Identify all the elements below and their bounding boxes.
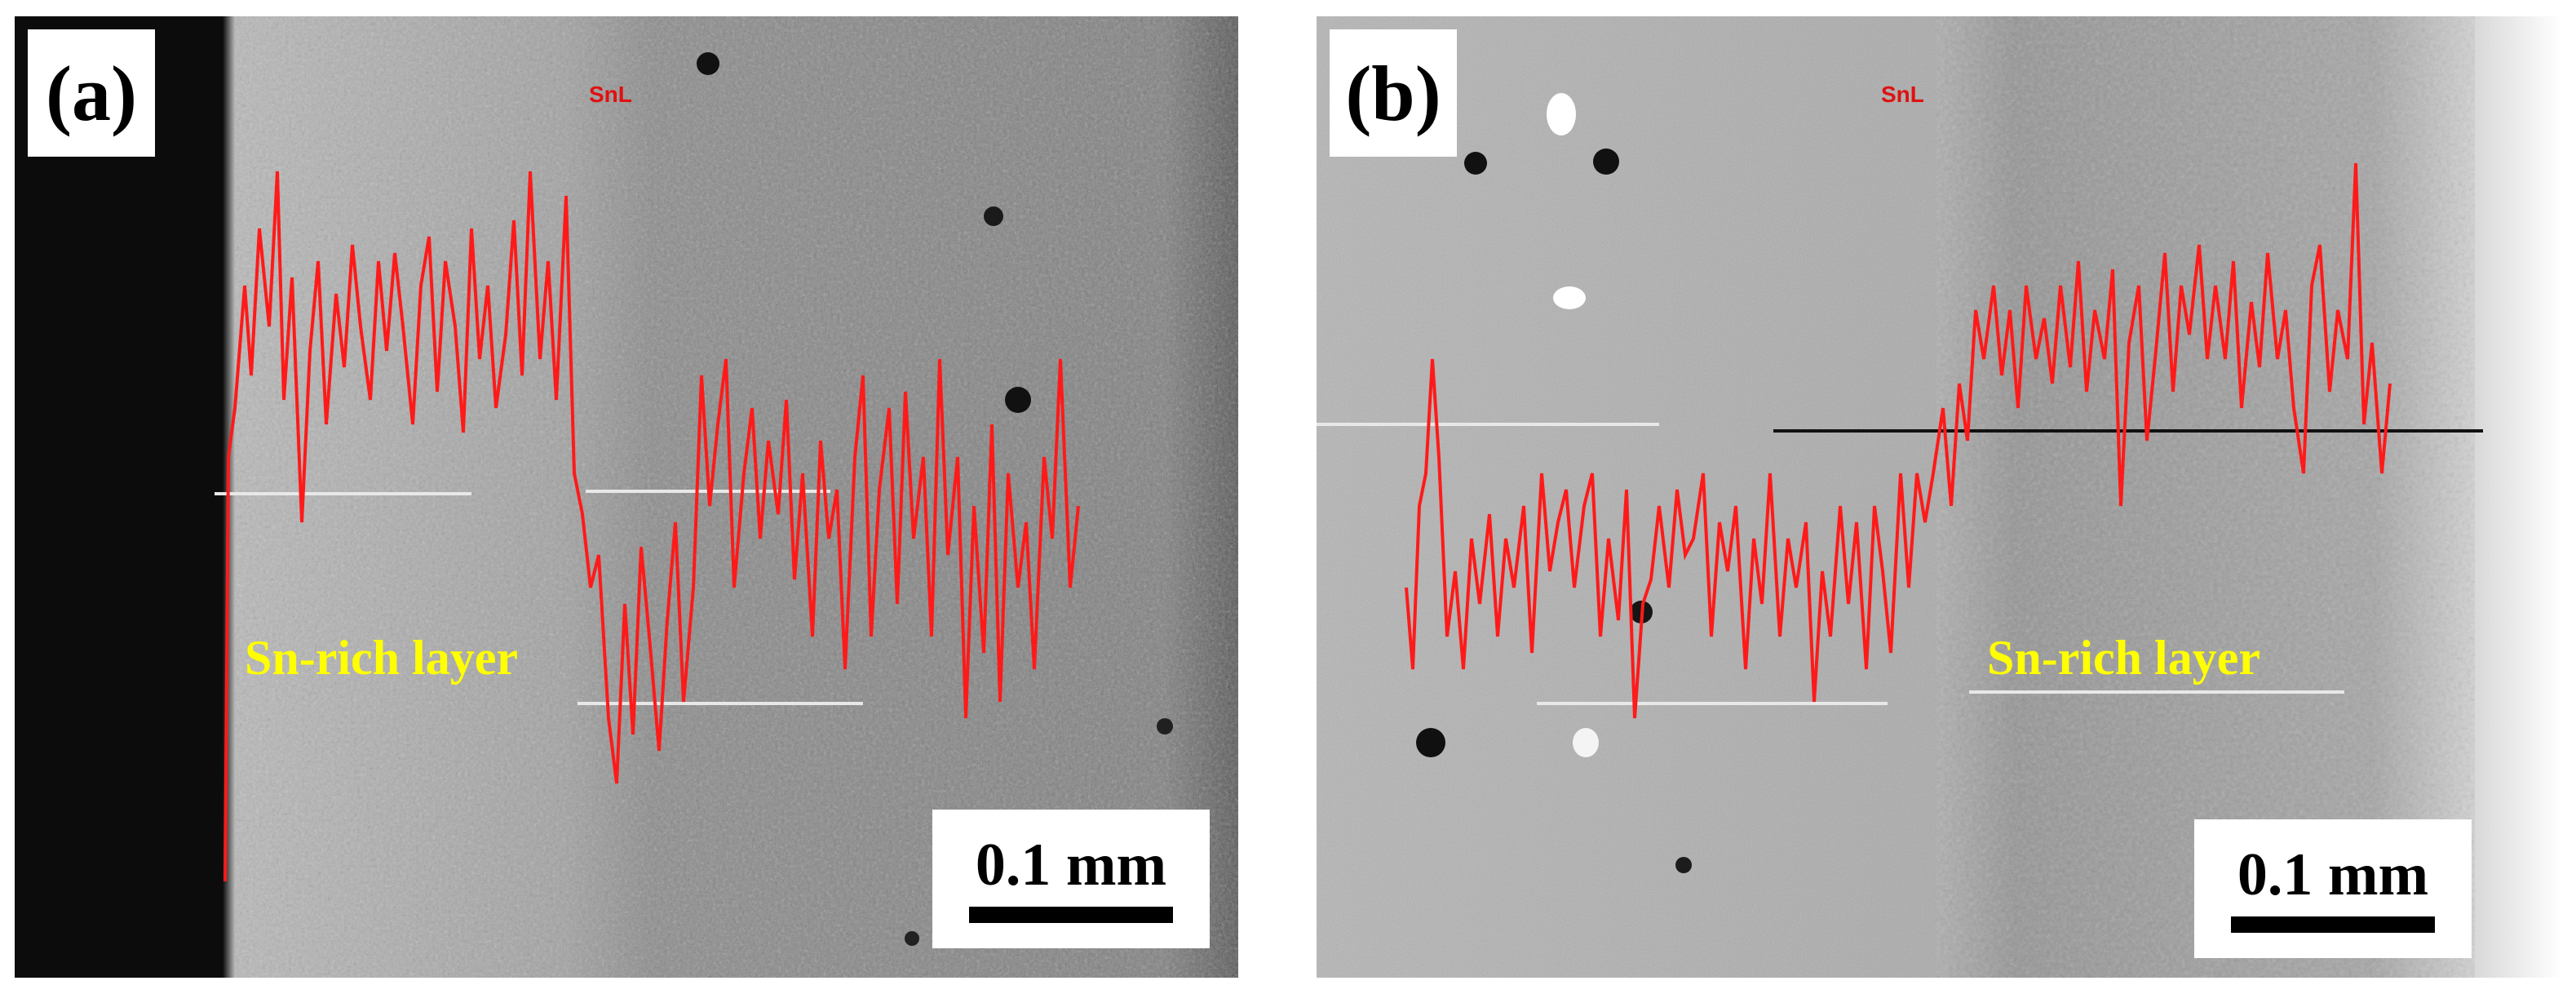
- element-tag-a: SnL: [589, 82, 632, 107]
- panel-label-b: (b): [1330, 29, 1457, 157]
- micrograph-image-a: [15, 16, 1238, 978]
- scale-bar-box-a: 0.1 mm: [932, 810, 1210, 948]
- micrograph-panel-b: (b) SnL Sn-rich layer 0.1 mm: [1317, 16, 2561, 978]
- layer-label-b: Sn-rich layer: [1987, 631, 2260, 685]
- line-profile-b: [1405, 162, 2392, 719]
- scale-bar-b: [2231, 916, 2435, 933]
- line-profile-a: [224, 171, 1080, 882]
- scale-bar-box-b: 0.1 mm: [2194, 819, 2472, 958]
- micrograph-panel-a: (a) SnL Sn-rich layer 0.1 mm: [15, 16, 1238, 978]
- element-tag-b: SnL: [1881, 82, 1924, 107]
- layer-label-a: Sn-rich layer: [245, 631, 518, 685]
- scale-bar-a: [969, 907, 1173, 923]
- scale-label-a: 0.1 mm: [975, 832, 1167, 899]
- micrograph-image-b: [1317, 16, 2561, 978]
- scale-label-b: 0.1 mm: [2237, 841, 2429, 908]
- panel-label-a: (a): [28, 29, 155, 157]
